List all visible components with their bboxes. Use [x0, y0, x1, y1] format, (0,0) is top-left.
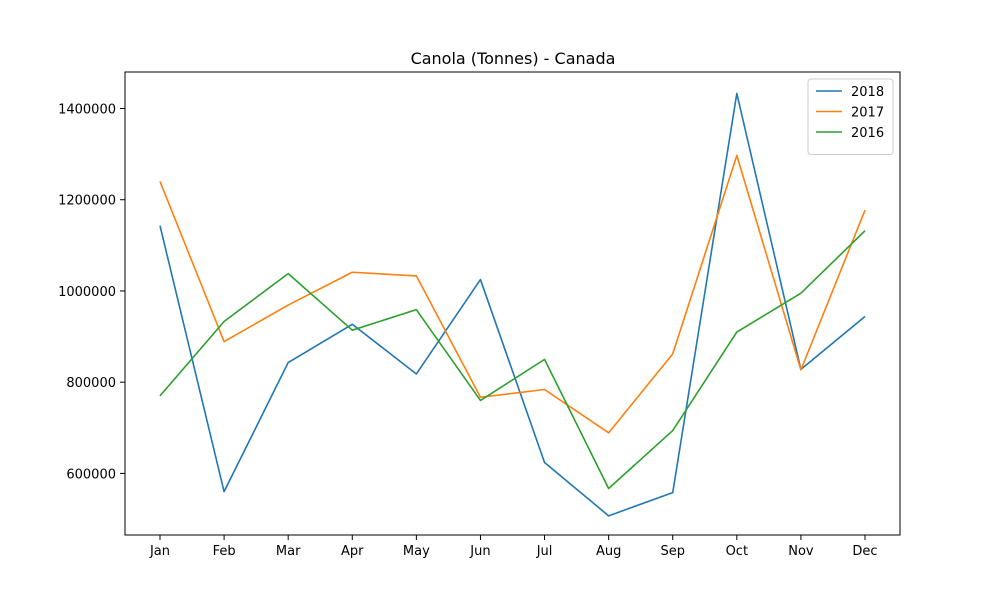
plot-frame — [124, 71, 901, 536]
plot-area — [159, 92, 866, 517]
y-axis: 600000 800000 1000000 1200000 1400000 — [58, 102, 125, 482]
legend-label: 2017 — [851, 106, 884, 121]
legend: 2018 2017 2016 — [807, 78, 894, 155]
y-tick-label: 1200000 — [58, 194, 116, 209]
x-tick-label: Feb — [213, 544, 236, 559]
x-tick-label: Mar — [276, 544, 301, 559]
series-line-2018 — [159, 92, 866, 517]
legend-label: 2016 — [851, 126, 884, 141]
x-tick-label: Oct — [726, 544, 748, 559]
legend-box — [807, 78, 894, 155]
x-axis: Jan Feb Mar Apr May Jun Jul Aug Sep Oct Nov Dec — [149, 535, 878, 559]
y-tick-label: 1000000 — [58, 285, 116, 300]
chart-title: Canola (Tonnes) - Canada — [411, 49, 616, 68]
x-tick-label: Jun — [469, 544, 490, 559]
series-line-2016 — [159, 230, 866, 490]
legend-label: 2018 — [851, 85, 884, 100]
y-tick-label: 600000 — [66, 467, 116, 482]
series-line-2017 — [159, 154, 866, 434]
x-tick-label: Dec — [852, 544, 877, 559]
x-tick-label: Nov — [788, 544, 814, 559]
x-tick-label: Jul — [536, 544, 553, 559]
x-tick-label: Jan — [149, 544, 170, 559]
x-tick-label: Sep — [660, 544, 685, 559]
x-tick-label: Apr — [341, 544, 364, 559]
y-tick-label: 800000 — [66, 376, 116, 391]
y-tick-label: 1400000 — [58, 102, 116, 117]
x-tick-label: May — [403, 544, 430, 559]
x-tick-label: Aug — [596, 544, 621, 559]
